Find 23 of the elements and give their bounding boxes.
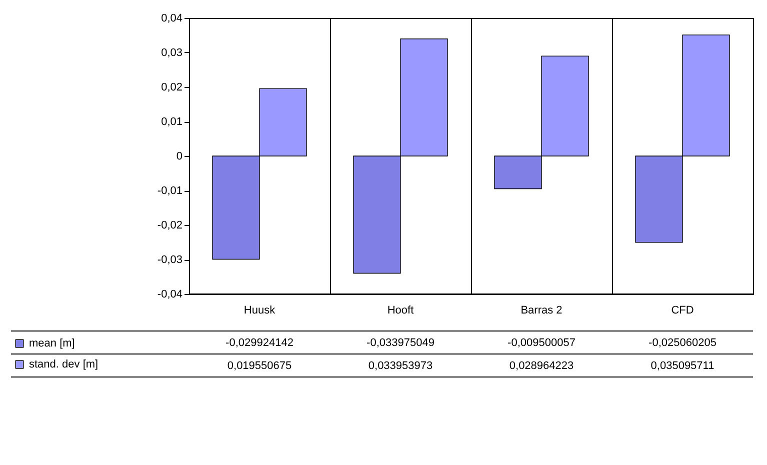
legend-label: stand. dev [m] [29, 358, 98, 370]
x-tick-label: CFD [671, 304, 694, 316]
y-tick-label: -0,01 [157, 185, 182, 197]
x-tick-label: Barras 2 [520, 304, 562, 316]
data-label: -0,025060205 [648, 337, 716, 349]
data-label: -0,033975049 [366, 337, 434, 349]
x-tick-label: Huusk [244, 304, 276, 316]
data-label: 0,035095711 [650, 360, 714, 372]
y-tick-label: -0,03 [157, 254, 182, 266]
data-label: -0,029924142 [226, 337, 294, 349]
y-tick-label: -0,02 [157, 220, 182, 232]
y-tick-label: -0,04 [157, 288, 182, 300]
legend-label: mean [m] [29, 338, 75, 350]
x-tick-label: Hooft [387, 304, 414, 316]
y-tick-label: 0 [176, 150, 182, 162]
y-tick-label: 0,03 [161, 47, 182, 59]
data-label: 0,033953973 [368, 360, 433, 372]
data-label: -0,009500057 [508, 337, 576, 349]
y-tick-label: 0,02 [161, 82, 182, 94]
y-tick-label: 0,04 [161, 12, 182, 24]
data-label: 0,019550675 [227, 360, 292, 372]
y-tick-label: 0,01 [161, 116, 182, 128]
data-label: 0,028964223 [509, 360, 574, 372]
